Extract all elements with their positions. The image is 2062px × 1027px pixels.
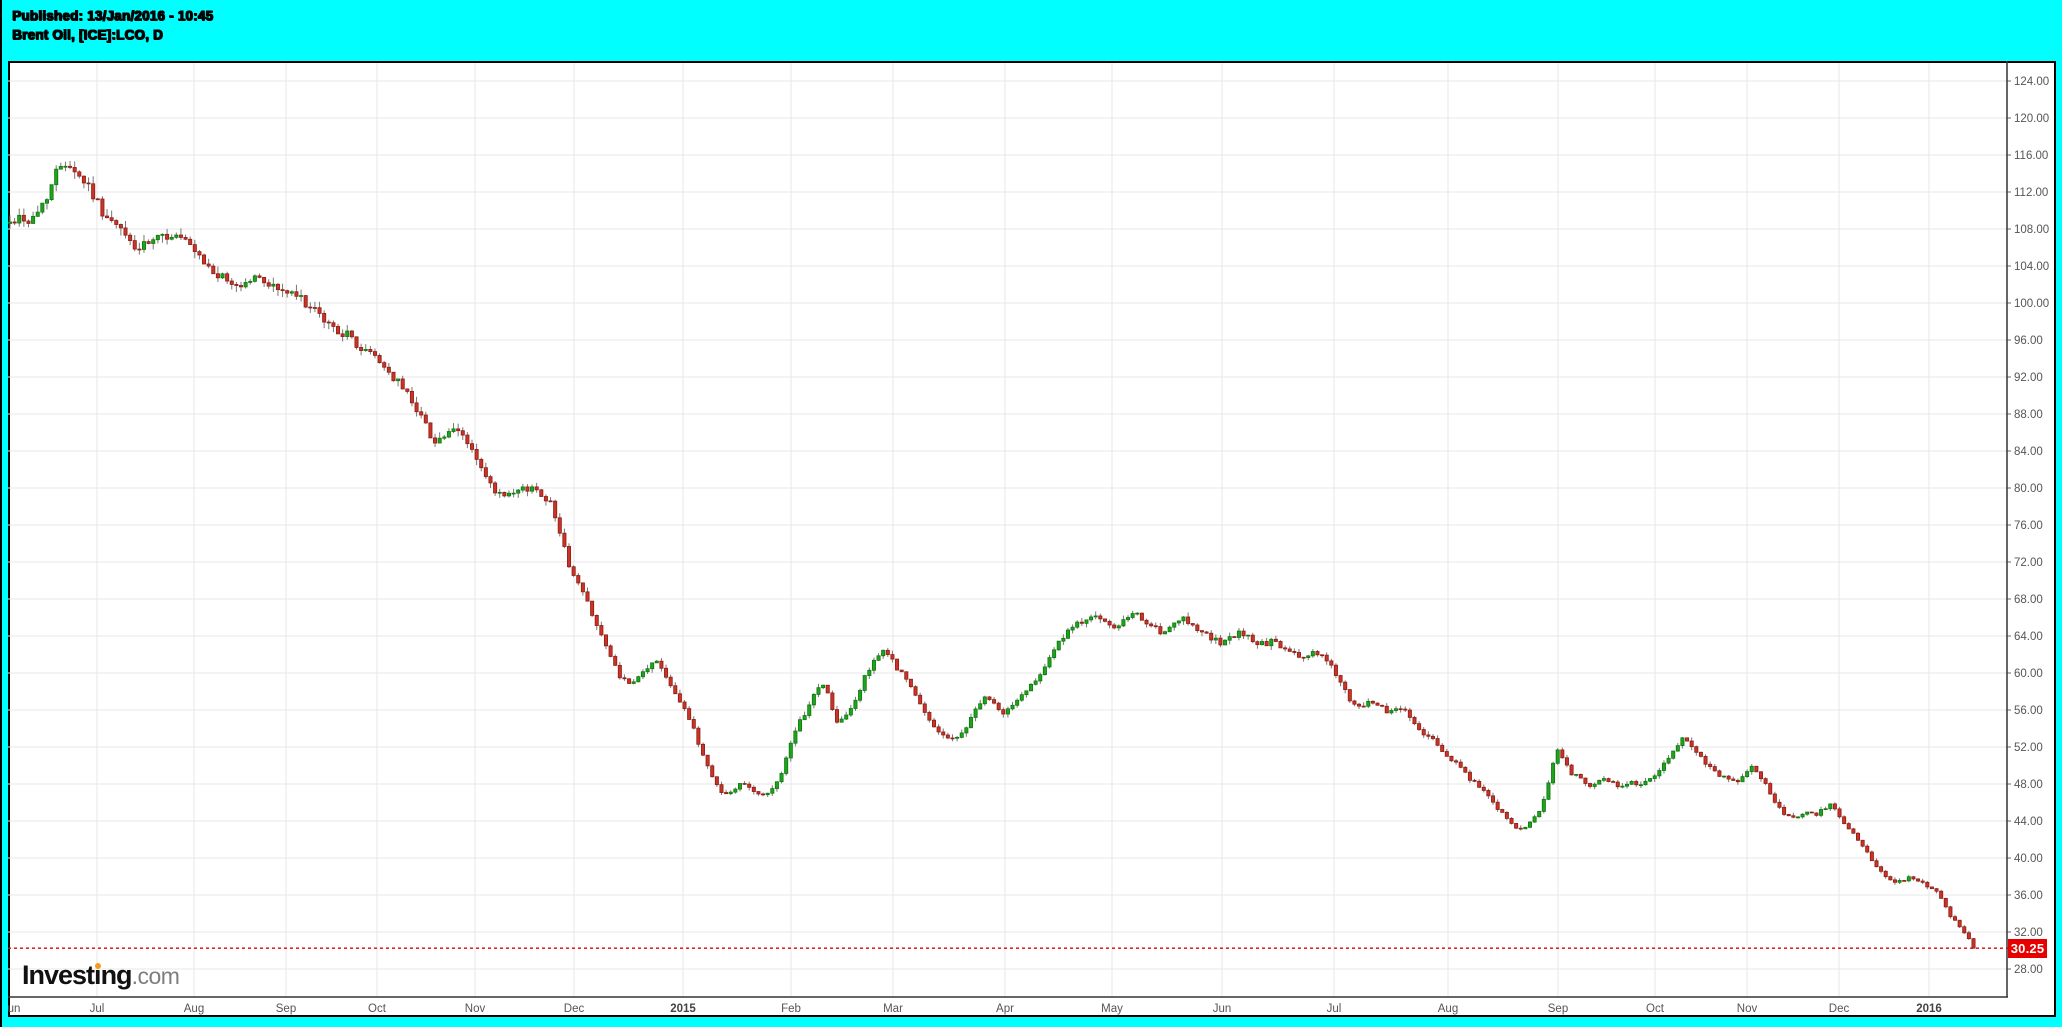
svg-text:68.00: 68.00: [2014, 594, 2043, 606]
svg-text:Jul: Jul: [1327, 1003, 1342, 1015]
svg-text:48.00: 48.00: [2014, 779, 2043, 791]
svg-text:104.00: 104.00: [2014, 261, 2049, 273]
header-instrument-line: Brent Oil, [ICE]:LCO, D: [12, 27, 163, 42]
svg-text:44.00: 44.00: [2014, 816, 2043, 828]
svg-text:96.00: 96.00: [2014, 335, 2043, 347]
image-left-border: [0, 0, 2, 1027]
logo-text-ng: ng: [100, 960, 133, 990]
svg-text:Dec: Dec: [1829, 1003, 1850, 1015]
logo-suffix-com: .com: [131, 963, 180, 989]
candles-layer: [7, 161, 1976, 949]
svg-text:112.00: 112.00: [2014, 187, 2048, 199]
svg-text:36.00: 36.00: [2014, 890, 2043, 902]
svg-text:Aug: Aug: [184, 1003, 204, 1015]
svg-text:52.00: 52.00: [2014, 742, 2043, 754]
svg-text:64.00: 64.00: [2014, 631, 2043, 643]
svg-text:72.00: 72.00: [2014, 557, 2043, 569]
svg-text:116.00: 116.00: [2014, 150, 2048, 162]
svg-text:Nov: Nov: [1737, 1003, 1758, 1015]
svg-text:Oct: Oct: [1646, 1003, 1665, 1015]
logo-orange-dot-i: i: [94, 960, 101, 990]
header-banner: Published: 13/Jan/2016 - 10:45 Brent Oil…: [12, 6, 213, 44]
investing-logo: Investing.com: [22, 960, 180, 991]
header-published-line: Published: 13/Jan/2016 - 10:45: [12, 8, 214, 23]
svg-text:Jun: Jun: [1213, 1003, 1232, 1015]
svg-text:56.00: 56.00: [2014, 705, 2043, 717]
svg-text:92.00: 92.00: [2014, 372, 2043, 384]
svg-text:2016: 2016: [1916, 1003, 1942, 1015]
grid-layer: [8, 63, 2007, 997]
svg-text:60.00: 60.00: [2014, 668, 2043, 680]
svg-text:84.00: 84.00: [2014, 446, 2043, 458]
last-price-badge: 30.25: [2008, 939, 2047, 958]
svg-text:Feb: Feb: [781, 1003, 801, 1015]
svg-text:108.00: 108.00: [2014, 224, 2049, 236]
axis-labels-layer: 28.00 32.00 36.00 40.00 44.00 48.00 52.00 56.00…: [8, 76, 2050, 1015]
svg-text:Aug: Aug: [1438, 1003, 1458, 1015]
svg-text:28.00: 28.00: [2014, 964, 2043, 976]
svg-text:32.00: 32.00: [2014, 927, 2043, 939]
svg-text:Nov: Nov: [465, 1003, 486, 1015]
svg-text:2015: 2015: [670, 1003, 696, 1015]
svg-text:May: May: [1101, 1003, 1123, 1015]
svg-text:88.00: 88.00: [2014, 409, 2043, 421]
svg-text:Apr: Apr: [996, 1003, 1014, 1015]
svg-text:Dec: Dec: [564, 1003, 585, 1015]
svg-text:un: un: [8, 1003, 21, 1015]
logo-text-invest: Invest: [22, 960, 95, 990]
svg-text:Sep: Sep: [276, 1003, 296, 1015]
svg-text:100.00: 100.00: [2014, 298, 2049, 310]
svg-text:124.00: 124.00: [2014, 76, 2049, 88]
svg-text:Mar: Mar: [883, 1003, 903, 1015]
svg-text:40.00: 40.00: [2014, 853, 2043, 865]
svg-text:76.00: 76.00: [2014, 520, 2043, 532]
svg-text:Sep: Sep: [1548, 1003, 1568, 1015]
axis-layer: [8, 61, 2011, 998]
svg-text:Jul: Jul: [90, 1003, 105, 1015]
svg-text:80.00: 80.00: [2014, 483, 2043, 495]
svg-text:Oct: Oct: [368, 1003, 387, 1015]
svg-text:120.00: 120.00: [2014, 113, 2049, 125]
